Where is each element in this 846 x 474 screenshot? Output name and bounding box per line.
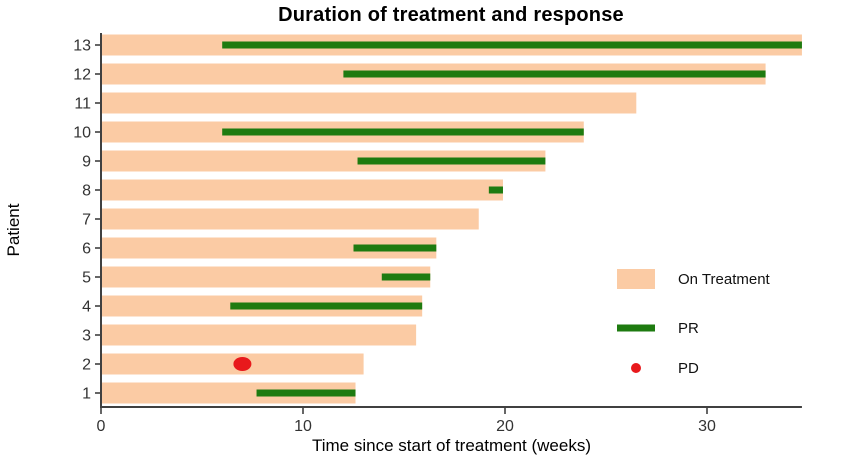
y-tick-label-10: 10: [73, 125, 91, 142]
y-tick-label-13: 13: [73, 38, 91, 55]
treatment-bar-patient-5: [101, 266, 431, 288]
x-tick-label-20: 20: [496, 418, 514, 435]
legend-label-pd: PD: [678, 360, 699, 377]
legend-swatch-on_treatment: [617, 269, 655, 289]
y-tick-label-6: 6: [82, 241, 91, 258]
y-tick-label-1: 1: [82, 386, 91, 403]
treatment-bar-patient-2: [101, 353, 364, 375]
treatment-bar-patient-3: [101, 324, 417, 346]
pr-segment-patient-13: [222, 41, 802, 49]
chart-title: Duration of treatment and response: [278, 4, 624, 26]
y-tick-label-7: 7: [82, 212, 91, 229]
y-tick-label-11: 11: [74, 96, 91, 113]
treatment-bar-patient-6: [101, 237, 437, 259]
legend-swatch-pd: [631, 363, 641, 373]
y-tick-label-9: 9: [82, 154, 91, 171]
pr-segment-patient-12: [343, 70, 766, 78]
pd-marker-patient-2: [233, 357, 252, 371]
y-tick-label-3: 3: [82, 328, 91, 345]
pr-segment-patient-10: [222, 128, 584, 136]
y-tick-label-2: 2: [82, 357, 91, 374]
y-axis-title: Patient: [4, 203, 23, 257]
treatment-bar-patient-8: [101, 179, 503, 201]
x-axis-title: Time since start of treatment (weeks): [311, 436, 591, 455]
y-tick-label-5: 5: [82, 270, 91, 287]
treatment-bar-patient-11: [101, 92, 637, 114]
x-tick-label-30: 30: [698, 418, 716, 435]
pr-segment-patient-1: [256, 389, 356, 397]
x-tick-label-0: 0: [97, 418, 106, 435]
legend-label-pr: PR: [678, 320, 699, 337]
y-tick-label-12: 12: [73, 67, 91, 84]
y-tick-label-4: 4: [82, 299, 91, 316]
legend-label-on_treatment: On Treatment: [678, 271, 771, 288]
legend-swatch-pr: [617, 324, 655, 332]
pr-segment-patient-4: [230, 302, 423, 310]
pr-segment-patient-6: [353, 244, 437, 252]
treatment-bar-patient-7: [101, 208, 479, 230]
y-tick-label-8: 8: [82, 183, 91, 200]
treatment-bar-patient-1: [101, 382, 356, 404]
treatment-bar-patient-9: [101, 150, 546, 172]
pr-segment-patient-5: [381, 273, 431, 281]
x-tick-label-10: 10: [294, 418, 312, 435]
pr-segment-patient-8: [488, 186, 503, 194]
pr-segment-patient-9: [357, 157, 546, 165]
